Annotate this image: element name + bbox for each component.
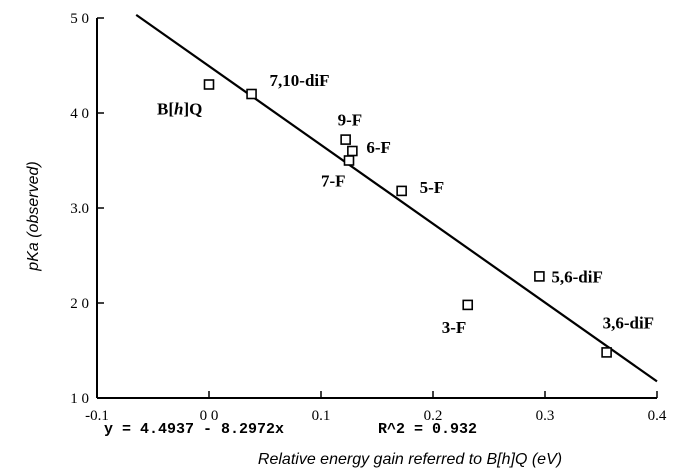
- y-tick-label: 1 0: [70, 391, 89, 407]
- x-tick-label: 0.4: [648, 408, 667, 424]
- axes: [96, 18, 657, 399]
- x-axis-title: Relative energy gain referred to B[h]Q (…: [258, 451, 562, 468]
- x-tick-label: 0 0: [200, 408, 219, 424]
- x-tick-label: -0.1: [85, 408, 109, 424]
- point-label: 7-F: [321, 172, 346, 191]
- point-label: 7,10-diF: [270, 71, 330, 90]
- fit-line: [135, 13, 658, 383]
- point-label: 5-F: [420, 178, 445, 197]
- point-label: 3-F: [442, 318, 467, 337]
- point-label: 5,6-diF: [551, 267, 602, 286]
- data-point: [340, 134, 351, 145]
- data-point: [343, 155, 355, 166]
- x-tick-label: 0.1: [312, 408, 331, 424]
- data-point: [396, 185, 407, 197]
- y-tick-label: 4 0: [70, 106, 89, 122]
- x-tick-label: 0.3: [536, 408, 555, 424]
- data-point: [601, 347, 612, 358]
- data-point: [462, 299, 474, 311]
- tick-marks: -0.1 0 0 0.1 0.2 0.3 0.4 1 0 2 0 3.0 4 0 5 0: [70, 11, 667, 424]
- y-tick-label: 5 0: [70, 11, 89, 27]
- fit-equation: y = 4.4937 - 8.2972x: [104, 421, 284, 438]
- point-label: 9-F: [338, 111, 363, 130]
- point-label: B[h]Q: [157, 100, 202, 119]
- data-point: [246, 88, 257, 100]
- point-label: 6-F: [366, 138, 391, 157]
- data-point: [203, 79, 215, 90]
- point-labels: B[h]Q 7,10-diF 9-F6-F 7-F 5-F 3-F 5,6-diF 3,6-d…: [157, 71, 654, 337]
- data-point: [534, 271, 545, 282]
- data-points: [203, 79, 612, 358]
- data-point: [347, 145, 358, 157]
- x-tick-label: 0.2: [424, 408, 443, 424]
- fit-r-squared: R^2 = 0.932: [378, 421, 477, 438]
- y-tick-label: 3.0: [70, 201, 89, 217]
- y-axis-title: pKa (observed): [25, 161, 42, 271]
- fit-line-group: [135, 13, 658, 383]
- point-label: 3,6-diF: [603, 313, 654, 332]
- y-tick-label: 2 0: [70, 296, 89, 312]
